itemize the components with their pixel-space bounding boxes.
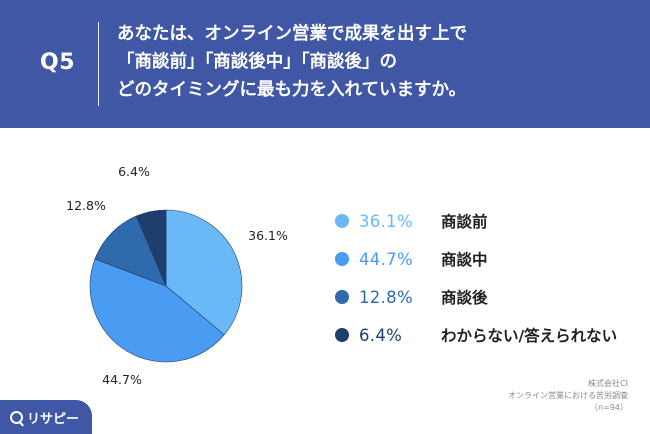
pie-chart: 36.1% 44.7% 12.8% 6.4% bbox=[66, 164, 288, 387]
pie-data-label-2: 44.7% bbox=[102, 372, 142, 387]
header: Q5 あなたは、オンライン営業で成果を出す上で 「商談前」「商談後中」「商談後」… bbox=[0, 0, 650, 128]
question-text: あなたは、オンライン営業で成果を出す上で 「商談前」「商談後中」「商談後」の ど… bbox=[117, 20, 637, 104]
question-line-1: あなたは、オンライン営業で成果を出す上で bbox=[117, 24, 467, 44]
credit-sample-size: （n=94） bbox=[590, 403, 628, 412]
question-line-3: どのタイミングに最も力を入れていますか。 bbox=[117, 80, 467, 100]
legend-swatch-icon bbox=[335, 252, 349, 266]
legend-label: 商談中 bbox=[441, 251, 488, 269]
pie-data-label-3: 12.8% bbox=[66, 198, 106, 213]
pie-slice-4 bbox=[135, 209, 167, 287]
pie-slice-1 bbox=[165, 209, 243, 336]
legend-swatch-icon bbox=[335, 214, 349, 228]
pie-slice-2 bbox=[89, 258, 225, 363]
legend-swatch-icon bbox=[335, 290, 349, 304]
question-number: Q5 bbox=[40, 50, 76, 75]
magnifier-icon bbox=[10, 410, 23, 424]
chart-card: 36.1% 44.7% 12.8% 6.4% 36.1% 商談前 44.7% 商談中 12.8… bbox=[0, 128, 650, 434]
legend-label: 商談前 bbox=[441, 213, 488, 231]
brand-logo: リサピー bbox=[0, 400, 92, 434]
pie-data-label-1: 36.1% bbox=[248, 228, 288, 243]
legend-percent: 6.4% bbox=[359, 325, 403, 345]
legend-item-1: 36.1% 商談前 bbox=[335, 208, 635, 234]
credit-survey: オンライン営業における苦労調査 bbox=[508, 391, 628, 400]
legend-percent: 12.8% bbox=[359, 287, 413, 307]
credit-company: 株式会社CI bbox=[588, 379, 628, 388]
legend-item-3: 12.8% 商談後 bbox=[335, 284, 635, 310]
source-credit: 株式会社CI オンライン営業における苦労調査 （n=94） bbox=[508, 378, 628, 414]
pie-slice-3 bbox=[94, 215, 167, 287]
legend-percent: 44.7% bbox=[359, 249, 413, 269]
pie-data-label-4: 6.4% bbox=[118, 164, 150, 179]
brand-name: リサピー bbox=[27, 411, 80, 427]
question-line-2: 「商談前」「商談後中」「商談後」の bbox=[117, 52, 397, 72]
legend-percent: 36.1% bbox=[359, 211, 413, 231]
header-divider bbox=[98, 22, 99, 106]
legend-item-4: 6.4% わからない/答えられない bbox=[335, 322, 635, 348]
legend-item-2: 44.7% 商談中 bbox=[335, 246, 635, 272]
legend-label: 商談後 bbox=[441, 289, 488, 307]
legend-label: わからない/答えられない bbox=[441, 327, 618, 345]
legend-swatch-icon bbox=[335, 328, 349, 342]
